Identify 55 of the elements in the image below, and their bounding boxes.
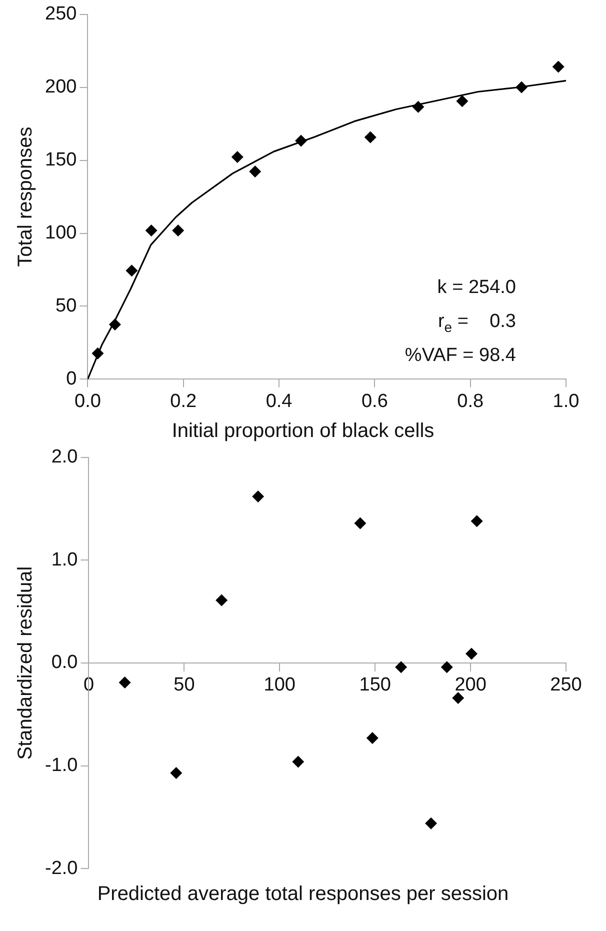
point: [145, 224, 158, 237]
x-tick-label: 200: [454, 674, 486, 696]
y-tick-label: 0.0: [51, 652, 78, 674]
x-tick-label: 1.0: [552, 390, 580, 412]
point: [92, 347, 104, 360]
x-tick-label: 150: [359, 674, 391, 696]
y-tick-label: 2.0: [51, 446, 78, 468]
point: [231, 150, 244, 163]
x-tick-label: 0.4: [266, 390, 293, 412]
point: [118, 676, 131, 689]
x-axis-title: Initial proportion of black cells: [170, 420, 436, 443]
y-tick-label: 200: [45, 76, 77, 98]
y-tick-label: 250: [45, 4, 77, 25]
y-tick-label: 1.0: [51, 549, 78, 570]
x-axis-title: Predicted average total responses per session: [96, 883, 510, 906]
annotation: %VAF = 98.4: [404, 345, 516, 366]
point: [354, 517, 366, 530]
x-tick-label: 250: [550, 674, 582, 696]
point: [440, 661, 453, 674]
point: [516, 81, 528, 94]
x-tick-label: 0.6: [361, 390, 388, 412]
y-tick-label: 50: [56, 295, 77, 316]
point: [552, 60, 564, 73]
point: [170, 766, 182, 779]
point: [452, 692, 464, 704]
y-axis-title: Total responses: [14, 126, 37, 267]
point: [412, 100, 424, 113]
point: [126, 264, 138, 277]
point: [292, 756, 304, 768]
y-tick-label: -2.0: [44, 858, 78, 879]
y-tick-label: -1.0: [44, 755, 78, 776]
x-tick-label: 50: [174, 674, 195, 696]
point: [295, 134, 308, 147]
y-tick-label: 100: [45, 222, 77, 244]
point: [366, 732, 378, 744]
x-tick-label: 0.2: [170, 390, 197, 412]
point: [425, 817, 438, 830]
point: [108, 318, 121, 330]
x-tick-label: 0.0: [74, 390, 101, 412]
point: [364, 131, 376, 144]
point: [172, 224, 184, 237]
point: [252, 490, 264, 502]
y-tick-label: 0: [66, 368, 77, 390]
x-tick-label: 0.8: [457, 390, 484, 412]
point: [395, 661, 408, 674]
point: [216, 594, 228, 606]
y-tick-label: 150: [45, 150, 77, 171]
point: [249, 166, 262, 178]
point: [470, 515, 483, 528]
x-tick-label: 100: [264, 674, 296, 696]
point: [456, 95, 468, 108]
annotation: k = 254.0: [437, 277, 516, 298]
point: [466, 648, 478, 660]
x-tick-label: 0: [83, 674, 94, 696]
y-axis-title: Standardized residual: [14, 566, 37, 760]
